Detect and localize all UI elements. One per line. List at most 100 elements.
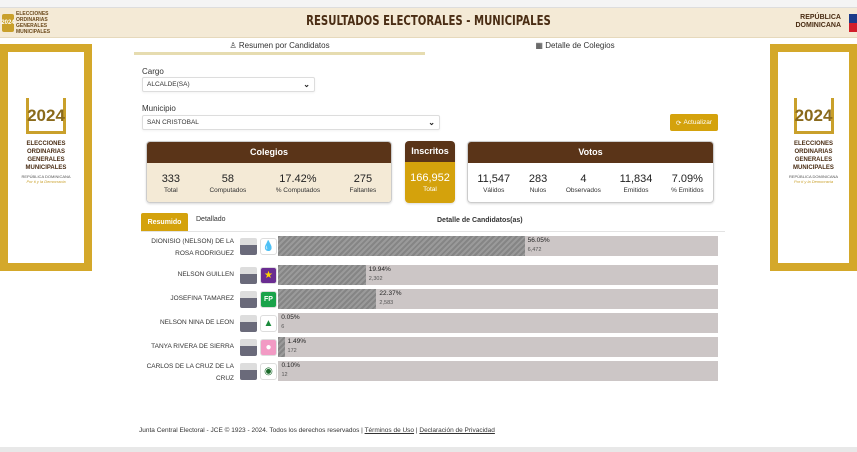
vote-percent: 19.94% — [368, 266, 391, 273]
votos-card: Votos 11,547 Válidos 283 Nulos 4 Observados 11… — [467, 141, 714, 203]
stat-label: Computados — [209, 187, 247, 194]
stat-value: 333 — [161, 173, 181, 185]
stat-label: % Emitidos — [671, 187, 704, 194]
municipio-value: SAN CRISTOBAL — [147, 119, 199, 126]
inscritos-card: Inscritos 166,952 Total — [405, 141, 455, 203]
footer-text: Junta Central Electoral - JCE © 1923 - 2… — [139, 427, 365, 434]
stat-label: Emitidos — [623, 187, 649, 194]
cargo-label: Cargo — [142, 67, 164, 76]
party-drop-logo-icon: 💧 — [260, 238, 277, 255]
municipio-label: Municipio — [142, 104, 176, 113]
vote-bar: 0.10% 12 — [278, 361, 718, 381]
stat-label: Faltantes — [349, 187, 377, 194]
colegios-title: Colegios — [147, 142, 391, 163]
logo-text: ELECCIONES ORDINARIAS GENERALES MUNICIPA… — [16, 11, 51, 35]
stat-value: 275 — [353, 173, 373, 185]
ballot-box-icon — [793, 98, 834, 134]
stat-value: 11,834 — [619, 173, 653, 185]
terminos-link[interactable]: Términos de Uso — [364, 427, 415, 434]
privacidad-link[interactable]: Declaración de Privacidad — [419, 427, 495, 434]
candidate-photo — [240, 339, 257, 356]
tab-detallado[interactable]: Detallado — [196, 216, 226, 223]
candidate-name: CARLOS DE LA CRUZ DE LA CRUZ — [146, 363, 234, 382]
vote-count: 172 — [287, 348, 297, 354]
vote-bar: 0.05% 6 — [278, 313, 718, 333]
stat-item: 275 Faltantes — [350, 173, 377, 194]
inscritos-label: Total — [423, 186, 437, 193]
party-globe-logo-icon: ◉ — [260, 363, 277, 380]
vote-bar: 22.37% 2,583 — [278, 289, 718, 309]
party-circle-logo-icon: ● — [260, 339, 277, 356]
stat-value: 58 — [221, 173, 234, 185]
country-line1: REPÚBLICA — [800, 14, 841, 21]
tab-label: Resumen por Candidatos — [238, 41, 330, 50]
candidate-name: DIONISIO (NELSON) DE LA ROSA RODRIGUEZ — [151, 238, 234, 257]
divider — [141, 231, 725, 232]
stat-label: Total — [164, 187, 178, 194]
stat-value: 11,547 — [477, 173, 511, 185]
party-fp-logo-icon: FP — [260, 291, 277, 308]
party-map-logo-icon: ▲ — [260, 315, 277, 332]
vote-bar-fill — [278, 289, 377, 309]
vote-bar-fill — [278, 236, 525, 256]
stat-item: 58 Computados — [209, 173, 246, 194]
candidate-name: TANYA RIVERA DE SIERRA — [151, 343, 234, 350]
vote-percent: 0.05% — [281, 314, 300, 321]
ballot-box-icon — [26, 98, 66, 134]
cargo-select[interactable]: ALCALDE(SA) ⌄ — [142, 77, 315, 92]
country-label: REPÚBLICA DOMINICANA — [796, 14, 842, 30]
banner-subtitle: REPÚBLICA DOMINICANA — [788, 174, 839, 179]
tab-resumido[interactable]: Resumido — [141, 213, 188, 231]
vote-bar-fill — [278, 337, 285, 357]
candidate-photo — [240, 315, 257, 332]
jce-logo[interactable]: 2024 ELECCIONES ORDINARIAS GENERALES MUN… — [1, 11, 72, 35]
footer-separator: | — [414, 427, 420, 434]
stat-value: 283 — [528, 173, 548, 185]
candidate-name: NELSON GUILLEN — [177, 271, 234, 278]
candidate-name: NELSON NINA DE LEON — [159, 319, 234, 326]
vote-bar: 19.94% 2,302 — [278, 265, 718, 285]
chevron-down-icon: ⌄ — [428, 118, 435, 127]
stat-label: Nulos — [529, 187, 547, 194]
building-icon: ▦ — [535, 41, 546, 50]
inscritos-value: 166,952 — [410, 172, 450, 184]
tab-label: Detalle de Colegios — [545, 41, 615, 50]
stat-item: 333 Total — [162, 173, 180, 194]
stat-value: 7.09% — [671, 173, 703, 185]
tab-resumen-candidatos[interactable]: ♙ Resumen por Candidatos — [134, 40, 425, 55]
logo-year: 2024 — [1, 14, 15, 32]
chevron-down-icon: ⌄ — [303, 80, 310, 89]
candidate-photo — [240, 238, 257, 255]
banner-title: ELECCIONES ORDINARIAS GENERALES MUNICIPA… — [25, 141, 67, 171]
actualizar-button[interactable]: ⟳ Actualizar — [670, 114, 718, 131]
vote-percent: 56.05% — [527, 237, 550, 244]
cargo-value: ALCALDE(SA) — [147, 81, 190, 88]
bottom-bar — [0, 447, 857, 452]
vote-count: 2,583 — [379, 300, 394, 306]
votos-title: Votos — [468, 142, 713, 163]
municipio-select[interactable]: SAN CRISTOBAL ⌄ — [142, 115, 440, 130]
right-banner: 2024 ELECCIONES ORDINARIAS GENERALES MUN… — [770, 44, 857, 271]
banner-slogan: Por ti y la Democracia — [26, 179, 66, 184]
vote-count: 12 — [281, 372, 288, 378]
vote-bar: 56.05% 6,472 — [278, 236, 718, 256]
tab-detalle-colegios[interactable]: ▦ Detalle de Colegios — [425, 40, 725, 55]
banner-year: 2024 — [27, 106, 65, 125]
stat-value: 17.42% — [279, 173, 317, 185]
banner-slogan: Por ti y la Democracia — [793, 179, 834, 184]
stat-label: Observados — [565, 187, 601, 194]
vote-count: 2,302 — [368, 276, 383, 282]
vote-count: 6 — [281, 324, 285, 330]
country-line2: DOMINICANA — [795, 22, 842, 29]
flag-icon — [849, 14, 857, 32]
stat-item: 7.09% % Emitidos — [671, 173, 704, 194]
party-star-logo-icon: ★ — [260, 267, 277, 284]
header — [0, 8, 857, 38]
candidate-name: JOSEFINA TAMAREZ — [170, 295, 234, 302]
stat-item: 283 Nulos — [529, 173, 547, 194]
page-title: RESULTADOS ELECTORALES - MUNICIPALES — [306, 14, 551, 29]
footer: Junta Central Electoral - JCE © 1923 - 2… — [139, 427, 495, 434]
stat-value: 4 — [580, 173, 587, 185]
vote-bar: 1.49% 172 — [278, 337, 718, 357]
stat-item: 11,834 Emitidos — [620, 173, 653, 194]
